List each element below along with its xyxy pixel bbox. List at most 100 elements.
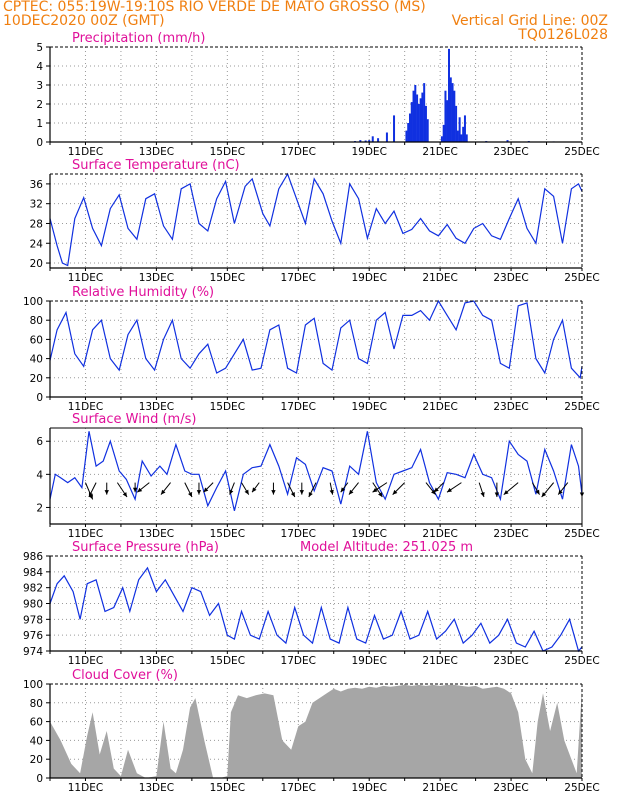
header-run-time: 10DEC2020 00Z (GMT) xyxy=(3,13,165,29)
x-tick-label: 25DEC xyxy=(564,146,599,158)
wind-arrow-head xyxy=(299,490,304,495)
wind-arrow-head xyxy=(372,487,378,493)
y-tick-label: 2 xyxy=(36,502,43,514)
precip-bar xyxy=(424,105,427,142)
precip-bar xyxy=(444,90,447,142)
cloud-area xyxy=(50,684,582,778)
x-tick-label: 19DEC xyxy=(351,272,386,284)
panel-title: Surface Temperature (nC) xyxy=(72,158,240,173)
x-tick-label: 23DEC xyxy=(493,146,528,158)
wind-arrow-head xyxy=(132,487,138,493)
precip-bar xyxy=(423,83,426,142)
y-tick-label: 32 xyxy=(30,199,43,211)
x-tick-label: 13DEC xyxy=(139,272,174,284)
panel-1 xyxy=(46,172,583,271)
y-tick-label: 984 xyxy=(23,567,43,579)
precip-bar xyxy=(377,138,380,142)
header-model-code: TQ0126L028 xyxy=(518,27,608,43)
x-tick-label: 21DEC xyxy=(422,782,457,794)
panel-6 xyxy=(46,683,583,781)
precip-bar xyxy=(462,126,465,142)
wind-arrow-head xyxy=(244,489,249,495)
y-tick-label: 4 xyxy=(36,61,43,73)
x-tick-label: 17DEC xyxy=(281,272,316,284)
y-tick-label: 24 xyxy=(30,238,44,250)
x-tick-label: 15DEC xyxy=(210,782,245,794)
precip-bar xyxy=(410,102,413,142)
series-line xyxy=(49,566,583,653)
y-tick-label: 80 xyxy=(30,698,43,710)
precip-bar xyxy=(405,130,408,142)
wind-arrow-head xyxy=(447,487,452,493)
precip-bar xyxy=(393,115,396,142)
panel-title: Relative Humidity (%) xyxy=(72,285,214,300)
precip-bar xyxy=(458,117,461,142)
x-tick-label: 25DEC xyxy=(564,782,599,794)
y-tick-label: 976 xyxy=(23,630,43,642)
y-tick-label: 6 xyxy=(36,436,43,448)
wind-arrow-head xyxy=(535,489,540,495)
x-tick-label: 13DEC xyxy=(139,528,174,540)
wind-arrow-head xyxy=(378,492,383,498)
wind-arrow-head xyxy=(340,487,346,493)
precip-bar xyxy=(371,136,374,142)
precip-bar xyxy=(442,124,445,142)
x-tick-label: 17DEC xyxy=(281,782,316,794)
x-tick-label: 21DEC xyxy=(422,272,457,284)
y-tick-label: 20 xyxy=(30,754,43,766)
precip-bar xyxy=(506,140,509,142)
x-tick-label: 23DEC xyxy=(493,401,528,413)
y-tick-label: 0 xyxy=(36,137,43,149)
precip-bar xyxy=(460,134,463,142)
y-tick-label: 40 xyxy=(30,735,43,747)
x-tick-label: 11DEC xyxy=(68,401,103,413)
wind-arrow-head xyxy=(88,492,93,498)
precip-bar xyxy=(440,136,443,142)
wind-arrow-head xyxy=(431,489,436,495)
precip-bar xyxy=(414,85,417,142)
panel-title: Precipitation (mm/h) xyxy=(72,31,205,46)
panel-2 xyxy=(46,299,583,400)
precip-bar xyxy=(368,140,371,142)
x-tick-label: 23DEC xyxy=(493,272,528,284)
x-tick-label: 11DEC xyxy=(68,272,103,284)
y-tick-label: 0 xyxy=(36,392,43,404)
y-tick-label: 4 xyxy=(36,469,43,481)
y-tick-label: 2 xyxy=(36,99,43,111)
wind-arrow-head xyxy=(188,492,192,498)
wind-arrow-head xyxy=(558,489,563,495)
series-line xyxy=(49,299,583,380)
precip-bar xyxy=(385,132,388,142)
precip-bar xyxy=(446,100,449,142)
panel-5 xyxy=(46,555,583,654)
wind-arrow-head xyxy=(348,489,354,495)
x-tick-label: 25DEC xyxy=(564,272,599,284)
x-tick-label: 13DEC xyxy=(139,401,174,413)
precip-bar xyxy=(421,92,424,142)
x-tick-label: 15DEC xyxy=(210,272,245,284)
wind-arrow-head xyxy=(229,489,234,495)
precip-bar xyxy=(417,104,420,142)
wind-arrow-head xyxy=(480,492,485,498)
y-tick-label: 982 xyxy=(23,583,43,595)
x-tick-label: 21DEC xyxy=(422,528,457,540)
x-tick-label: 19DEC xyxy=(351,401,386,413)
panel-title: Surface Pressure (hPa) xyxy=(72,540,219,555)
panel-3 xyxy=(46,427,585,527)
x-tick-label: 17DEC xyxy=(281,146,316,158)
wind-arrow-head xyxy=(137,487,143,493)
precip-bar xyxy=(412,90,415,142)
x-tick-label: 23DEC xyxy=(493,528,528,540)
y-tick-label: 20 xyxy=(30,258,43,270)
x-tick-label: 21DEC xyxy=(422,146,457,158)
y-tick-label: 974 xyxy=(23,646,43,658)
y-tick-label: 60 xyxy=(30,334,43,346)
wind-arrow-head xyxy=(160,489,166,495)
x-tick-label: 11DEC xyxy=(68,528,103,540)
y-tick-label: 0 xyxy=(36,773,43,785)
panel-0 xyxy=(46,46,583,145)
wind-arrow-head xyxy=(541,492,547,498)
x-tick-label: 25DEC xyxy=(564,528,599,540)
wind-arrow-head xyxy=(252,487,257,493)
y-tick-label: 1 xyxy=(36,118,43,130)
